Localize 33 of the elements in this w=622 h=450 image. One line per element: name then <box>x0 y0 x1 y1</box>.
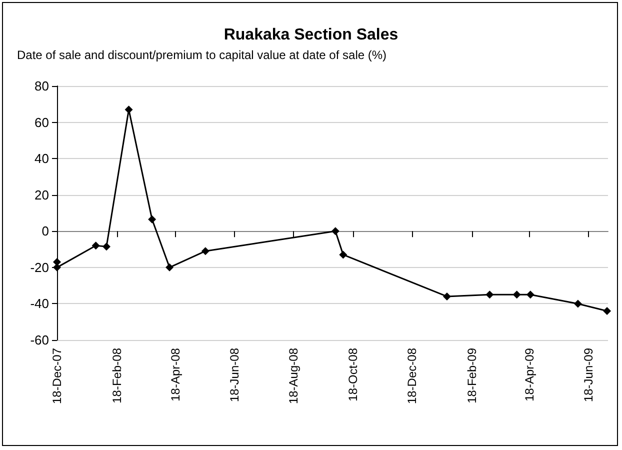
y-tick-label: 40 <box>34 151 49 166</box>
y-tick-label: -40 <box>30 296 49 312</box>
y-tick-label: -20 <box>30 260 49 275</box>
x-tick-label: 18-Dec-07 <box>50 348 64 404</box>
x-tick-label: 18-Jun-08 <box>228 348 242 402</box>
point <box>603 306 612 315</box>
point <box>92 242 100 250</box>
y-tick-label: 20 <box>34 187 49 202</box>
y-tick-label: 60 <box>34 114 49 130</box>
x-tick-label: 18-Feb-09 <box>465 348 480 404</box>
point <box>166 263 174 272</box>
x-tick-label: 18-Aug-08 <box>286 348 301 404</box>
point <box>339 250 348 259</box>
x-tick-label: 18-Apr-09 <box>522 348 536 402</box>
x-tick-label: 18-Dec-08 <box>405 348 420 404</box>
point <box>201 247 210 256</box>
point <box>442 292 451 300</box>
x-tick-label: 18-Feb-08 <box>110 348 124 404</box>
y-tick-label: -60 <box>30 332 49 348</box>
x-tick-label: 18-Apr-08 <box>168 348 182 402</box>
point <box>102 242 110 251</box>
point <box>331 227 340 236</box>
point <box>512 290 521 299</box>
point <box>526 290 534 299</box>
point <box>486 290 494 299</box>
x-tick-label: 18-Oct-08 <box>346 348 360 402</box>
point <box>148 215 156 224</box>
y-tick-label: 0 <box>42 224 49 239</box>
point <box>574 300 582 308</box>
chart-title: Ruakaka Section Sales <box>224 26 398 44</box>
y-tick-label: 80 <box>34 78 49 94</box>
chart-subtitle: Date of sale and discount/premium to capital value at date of sale (%) <box>17 48 387 62</box>
x-tick-label: 18-Jun-09 <box>582 348 596 402</box>
